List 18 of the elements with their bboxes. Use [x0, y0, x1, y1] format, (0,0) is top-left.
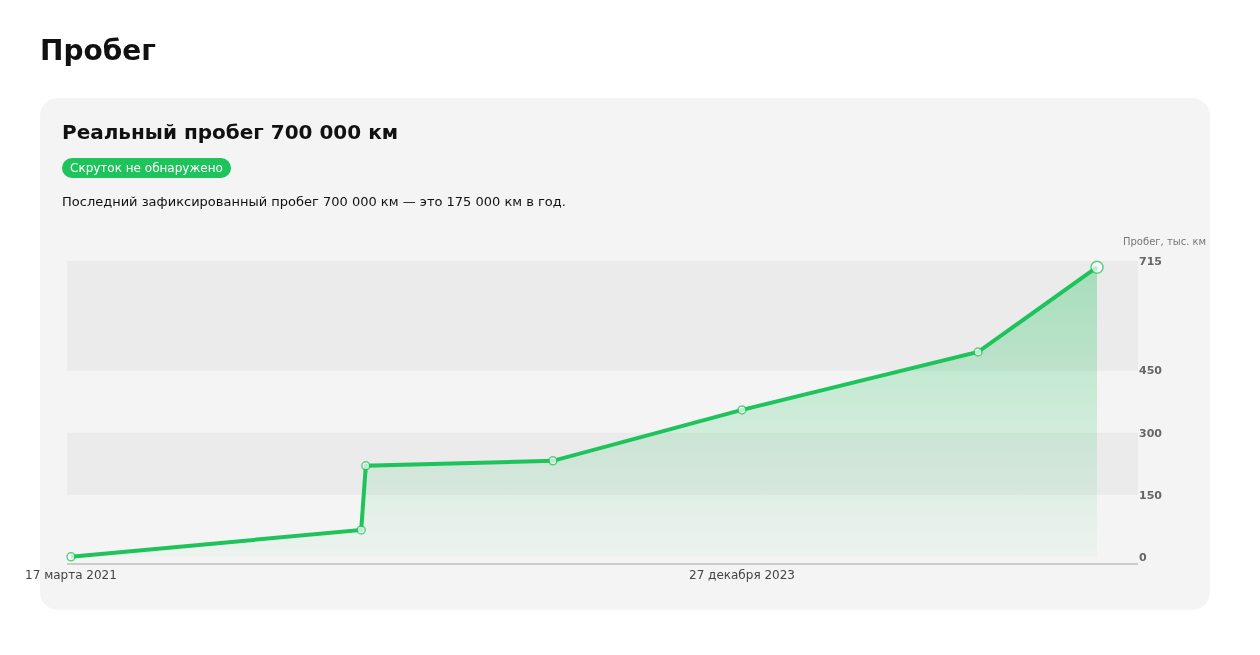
y-tick-label: 0 — [1139, 550, 1147, 564]
text: Скруток не обнаружено — [62, 158, 231, 178]
y-axis-title: Пробег, тыс. км — [1123, 236, 1207, 247]
x-tick-label: 27 декабря 2023 — [689, 568, 795, 583]
x-tick-label: 17 марта 2021 — [25, 568, 117, 583]
text: Последний зафиксированный пробег 700 000 км — это 175 000 км в год. — [62, 194, 566, 209]
point — [66, 552, 76, 562]
chart-subtitle: Реальный пробег 700 000 км — [62, 120, 399, 144]
y-tick-label: 300 — [1139, 426, 1163, 440]
point — [548, 456, 558, 466]
point — [361, 461, 371, 471]
point — [356, 525, 366, 535]
point — [973, 347, 983, 357]
y-tick-label: 450 — [1139, 364, 1163, 378]
chart-title: Пробег — [40, 34, 156, 67]
y-tick-label: 150 — [1139, 488, 1163, 502]
point — [737, 405, 747, 415]
y-tick-label: 715 — [1139, 254, 1162, 268]
